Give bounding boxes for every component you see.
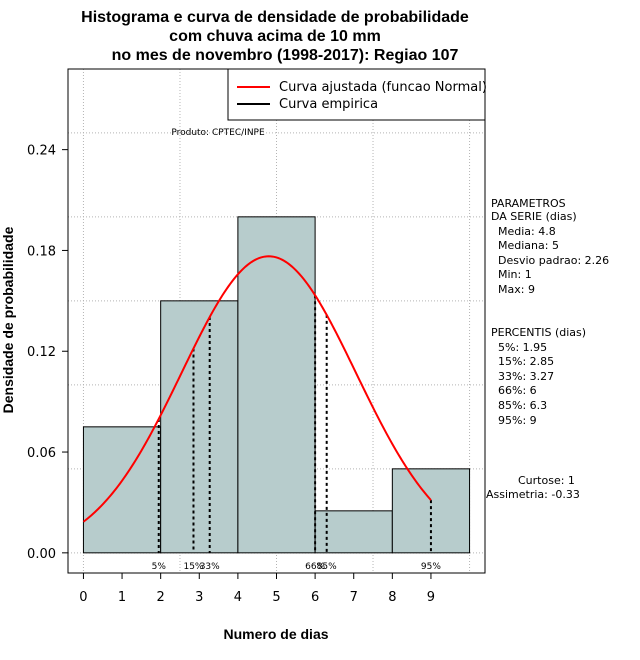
chart-title-line-3: no mes de novembro (1998-2017): Regiao 1… (112, 47, 459, 64)
x-tick-label-2: 2 (157, 590, 165, 605)
y-tick-label-4: 0.24 (27, 144, 56, 159)
legend-box (227, 68, 486, 121)
normal-curve (82, 255, 432, 523)
y-axis-title: Densidade de probabilidade (0, 226, 16, 413)
x-axis-title: Numero de dias (223, 626, 328, 642)
chart-title-line-2: com chuva acima de 10 mm (169, 28, 381, 45)
percentiles-panel: PERCENTIS (dias) 5%: 1.95 15%: 2.85 33%:… (491, 326, 586, 427)
parameter-min: Min: 1 (498, 268, 532, 281)
y-tick-label-3: 0.18 (27, 244, 56, 259)
percentile-label-0: 5% (152, 562, 167, 572)
parameter-median: Mediana: 5 (498, 239, 559, 252)
percentile-label-4: 85% (317, 562, 337, 572)
percentile-label-1: 15% (183, 562, 203, 572)
legend-label-fitted: Curva ajustada (funcao Normal) (279, 80, 487, 95)
chart-title-line-1: Histograma e curva de densidade de proba… (81, 9, 469, 26)
histogram-bar-0 (82, 426, 162, 554)
percentile-66: 66%: 6 (498, 384, 537, 397)
percentiles-heading: PERCENTIS (dias) (491, 326, 586, 339)
percentile-label-2: 33% (200, 562, 220, 572)
percentile-label-5: 95% (421, 562, 441, 572)
percentile-85: 85%: 6.3 (498, 399, 547, 412)
percentile-15: 15%: 2.85 (498, 355, 554, 368)
x-tick-label-0: 0 (79, 590, 87, 605)
x-tick-label-1: 1 (118, 590, 126, 605)
axes: 0 1 2 3 4 5 6 7 8 9 0.00 0.06 0.12 0.18 0.24 (27, 144, 435, 605)
normal-curve-path (82, 255, 432, 523)
parameters-heading-2: DA SERIE (dias) (491, 210, 577, 223)
x-tick-label-4: 4 (234, 590, 242, 605)
curtose-value: Curtose: 1 (518, 474, 575, 487)
product-note: Produto: CPTEC/INPE (171, 128, 265, 138)
percentile-5: 5%: 1.95 (498, 341, 547, 354)
histogram-bar-1 (160, 300, 239, 554)
y-tick-label-2: 0.12 (27, 345, 56, 360)
x-tick-label-9: 9 (427, 590, 435, 605)
parameter-sd: Desvio padrao: 2.26 (498, 254, 609, 267)
parameters-panel: PARAMETROS DA SERIE (dias) Media: 4.8 Me… (491, 197, 609, 296)
legend: Curva ajustada (funcao Normal) Curva emp… (227, 68, 487, 121)
percentile-label-3: 66% (305, 562, 325, 572)
y-tick-label-1: 0.06 (27, 446, 56, 461)
x-tick-label-7: 7 (350, 590, 358, 605)
assimetria-value: Assimetria: -0.33 (486, 488, 580, 501)
parameter-mean: Media: 4.8 (498, 225, 556, 238)
percentile-95: 95%: 9 (498, 414, 537, 427)
x-tick-label-3: 3 (195, 590, 203, 605)
legend-label-empirical: Curva empirica (279, 97, 378, 112)
parameters-heading-1: PARAMETROS (491, 197, 566, 210)
x-tick-label-8: 8 (388, 590, 396, 605)
x-tick-label-5: 5 (272, 590, 280, 605)
parameter-max: Max: 9 (498, 283, 535, 296)
percentile-33: 33%: 3.27 (498, 370, 554, 383)
histogram-bar-4 (391, 468, 471, 554)
percentile-lines: 5% 15%33% 66%85% 95% (152, 295, 441, 572)
y-tick-label-0: 0.00 (27, 547, 56, 562)
histogram-bar-3 (314, 510, 393, 554)
x-tick-label-6: 6 (311, 590, 319, 605)
histogram-bars (82, 216, 471, 554)
histogram-bar-2 (237, 216, 316, 554)
